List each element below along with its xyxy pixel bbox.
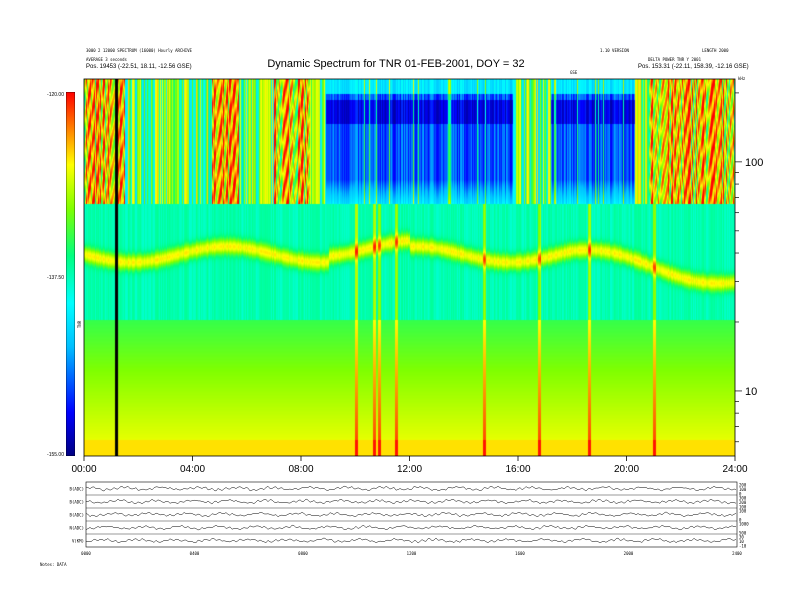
- colorbar-tick-top: -120.00: [47, 92, 64, 98]
- x-tick-label: 08:00: [288, 464, 313, 475]
- timeseries-right-tick: 0: [739, 518, 742, 523]
- timeseries-trace: [85, 511, 737, 518]
- timeseries-label: B(ADC): [70, 513, 84, 518]
- timeseries-right-tick: 1000: [739, 522, 749, 527]
- x-tick-label: 24:00: [722, 464, 747, 475]
- timeseries-right-tick: -10: [739, 544, 747, 549]
- timeseries-x-tick: 1600: [515, 551, 525, 556]
- timeseries-panel: B(ADC)2001000B(ADC)300200100B(ADC)1000N(…: [70, 481, 749, 556]
- timeseries-right-tick: 200: [739, 500, 747, 505]
- header-left-line1: 3000 2 12000 SPECTRUM (16000) Hourly ARC…: [86, 48, 192, 53]
- timeseries-right-tick: 100: [739, 487, 747, 492]
- timeseries-right-tick: 0: [739, 492, 742, 497]
- timeseries-right-tick: 10: [739, 539, 744, 544]
- header-left-pos: Pos. 19453 (-22.51, 18.11, -12.56 GSE): [86, 64, 192, 70]
- chart-title: Dynamic Spectrum for TNR 01-FEB-2001, DO…: [267, 58, 525, 70]
- timeseries-x-tick: 0400: [190, 551, 200, 556]
- y-tick-label: 10: [745, 386, 757, 398]
- timeseries-label: N(ADC): [70, 526, 84, 531]
- footer-notes: Notes: DATA: [40, 562, 67, 567]
- x-tick-label: 12:00: [397, 464, 422, 475]
- timeseries-trace: [85, 524, 737, 531]
- khz-unit-label: kHz: [738, 76, 746, 81]
- header-right-line1: 1.10 VERSION: [600, 48, 629, 53]
- colorbar: [66, 92, 75, 456]
- timeseries-trace: [85, 485, 737, 492]
- header-center-small: GSE: [570, 70, 578, 75]
- spectrogram-axes: 00:00 04:00 08:00 12:00 16:00 20:00 24:00 10 100: [71, 78, 763, 475]
- x-tick-label: 04:00: [180, 464, 205, 475]
- timeseries-label: B(ADC): [70, 500, 84, 505]
- colorbar-tick-bottom: -155.00: [47, 452, 64, 458]
- timeseries-trace: [85, 537, 737, 544]
- spectrogram-canvas: [84, 79, 735, 456]
- header-left-line2: AVERAGE 3 seconds: [86, 57, 127, 62]
- x-tick-label: 00:00: [71, 464, 96, 475]
- colorbar-gradient: [66, 92, 75, 456]
- timeseries-x-tick: 0800: [298, 551, 308, 556]
- timeseries-right-tick: 500: [739, 531, 747, 536]
- x-tick-label: 20:00: [614, 464, 639, 475]
- x-tick-label: 16:00: [505, 464, 530, 475]
- timeseries-right-tick: 30: [739, 535, 744, 540]
- timeseries-x-tick: 0000: [81, 551, 91, 556]
- timeseries-frame: [85, 481, 738, 548]
- header-right-line3: DELTA POWER TNR Y 2001: [648, 57, 701, 62]
- timeseries-label: V(KM): [72, 539, 84, 544]
- timeseries-label: B(ADC): [70, 487, 84, 492]
- spectrogram-plot: [84, 79, 735, 456]
- y-tick-label: 100: [745, 157, 763, 169]
- timeseries-x-tick: 2400: [732, 551, 742, 556]
- timeseries-right-tick: 200: [739, 483, 747, 488]
- timeseries-right-tick: 100: [739, 509, 747, 514]
- timeseries-right-tick: 100: [739, 505, 747, 510]
- colorbar-tick-mid: -137.50: [47, 275, 64, 281]
- timeseries-right-tick: 300: [739, 496, 747, 501]
- timeseries-trace: [85, 498, 737, 505]
- timeseries-x-tick: 1200: [407, 551, 417, 556]
- header-right-line2: LENGTH 2000: [702, 48, 729, 53]
- timeseries-x-tick: 2000: [624, 551, 634, 556]
- header-right-pos: Pos. 153.31 (-22.11, 158.39, -12.16 GSE): [638, 64, 749, 70]
- plot-frame: [83, 78, 736, 457]
